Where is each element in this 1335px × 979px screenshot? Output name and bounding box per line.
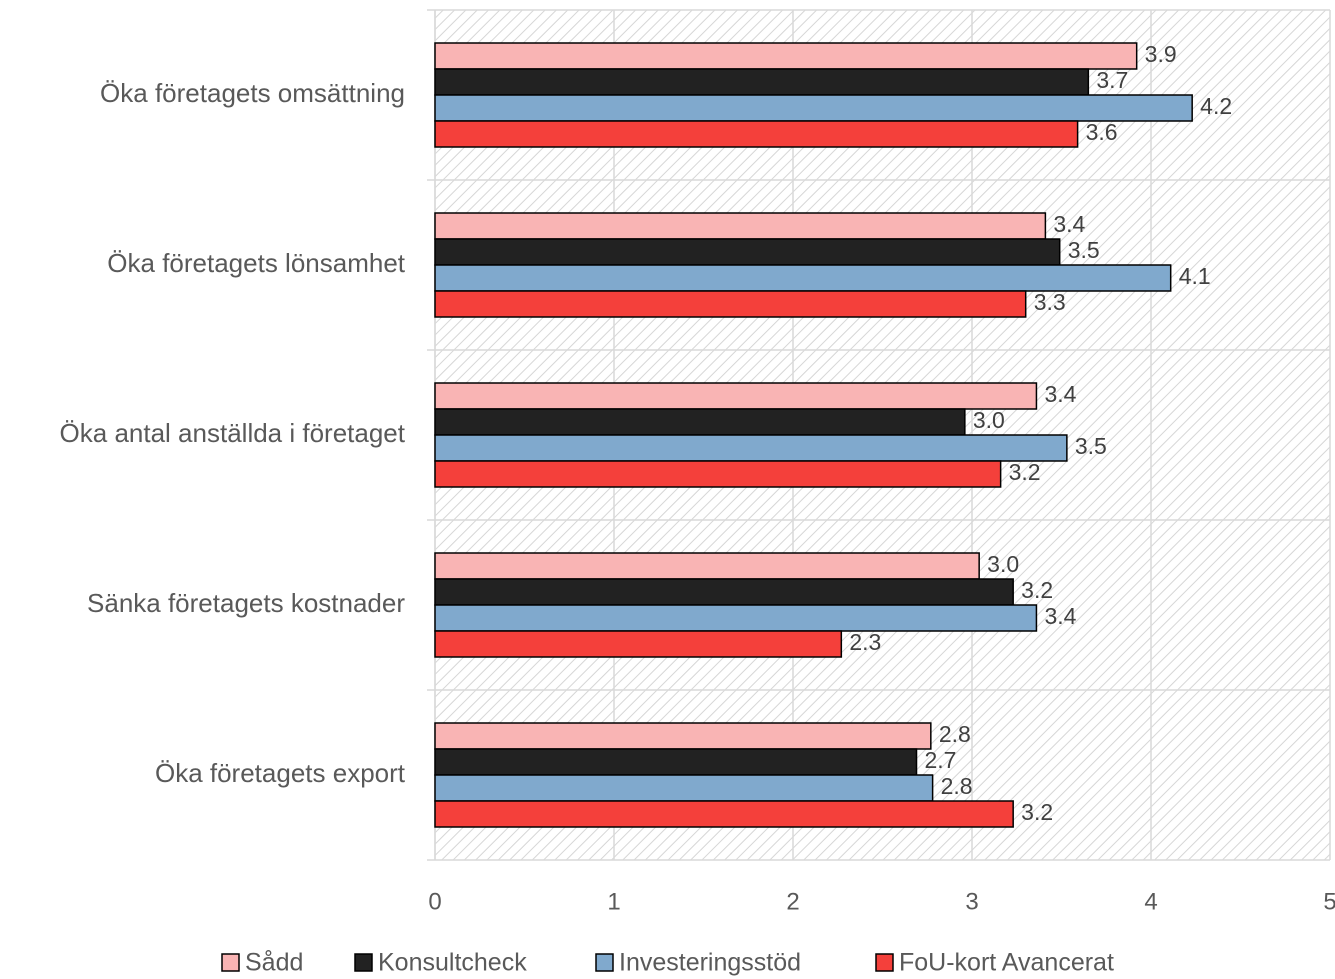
value-label: 2.8 [941, 773, 973, 799]
value-label: 3.4 [1044, 603, 1076, 629]
bar [434, 800, 1014, 828]
x-tick-label: 4 [1144, 888, 1157, 915]
value-label: 3.9 [1145, 41, 1177, 67]
value-label: 3.5 [1068, 237, 1100, 263]
legend-label: Investeringsstöd [619, 949, 801, 977]
bar [434, 212, 1047, 240]
legend-swatch [595, 953, 614, 972]
value-label: 3.2 [1009, 459, 1041, 485]
value-label: 3.6 [1086, 119, 1118, 145]
bar [434, 94, 1193, 122]
bar [434, 578, 1014, 606]
value-label: 3.2 [1021, 577, 1053, 603]
bar [434, 460, 1002, 488]
bar [434, 238, 1061, 266]
bar [434, 408, 966, 436]
x-tick-label: 3 [965, 888, 978, 915]
x-tick-label: 5 [1323, 888, 1335, 915]
legend-label: FoU-kort Avancerat [899, 949, 1114, 977]
y-tick-label: Öka företagets lönsamhet [107, 248, 405, 278]
y-tick-label: Öka företagets omsättning [100, 78, 405, 108]
x-tick-label: 1 [607, 888, 620, 915]
bar [434, 630, 843, 658]
x-tick-label: 0 [428, 888, 441, 915]
value-label: 3.7 [1096, 67, 1128, 93]
bar [434, 748, 918, 776]
bar [434, 774, 934, 802]
value-label: 3.2 [1021, 799, 1053, 825]
value-label: 2.3 [849, 629, 881, 655]
bar [434, 434, 1068, 462]
value-label: 4.1 [1179, 263, 1211, 289]
bar [434, 552, 980, 580]
value-label: 3.0 [987, 551, 1019, 577]
legend-label: Sådd [245, 949, 303, 977]
value-label: 2.8 [939, 721, 971, 747]
bar [434, 604, 1038, 632]
value-label: 2.7 [925, 747, 957, 773]
bar [434, 42, 1138, 70]
value-label: 3.4 [1044, 381, 1076, 407]
value-label: 3.4 [1053, 211, 1085, 237]
value-label: 3.0 [973, 407, 1005, 433]
value-label: 3.3 [1034, 289, 1066, 315]
value-label: 4.2 [1200, 93, 1232, 119]
x-tick-label: 2 [786, 888, 799, 915]
bar [434, 68, 1090, 96]
legend-swatch [221, 953, 240, 972]
y-tick-label: Öka antal anställda i företaget [60, 418, 406, 448]
bar [434, 382, 1038, 410]
value-label: 3.5 [1075, 433, 1107, 459]
y-tick-label: Öka företagets export [155, 758, 406, 788]
bar [434, 722, 932, 750]
legend-swatch [354, 953, 373, 972]
bar [434, 120, 1079, 148]
bar [434, 290, 1027, 318]
y-tick-label: Sänka företagets kostnader [87, 588, 405, 618]
bar [434, 264, 1172, 292]
legend-label: Konsultcheck [378, 949, 527, 977]
legend-swatch [875, 953, 894, 972]
